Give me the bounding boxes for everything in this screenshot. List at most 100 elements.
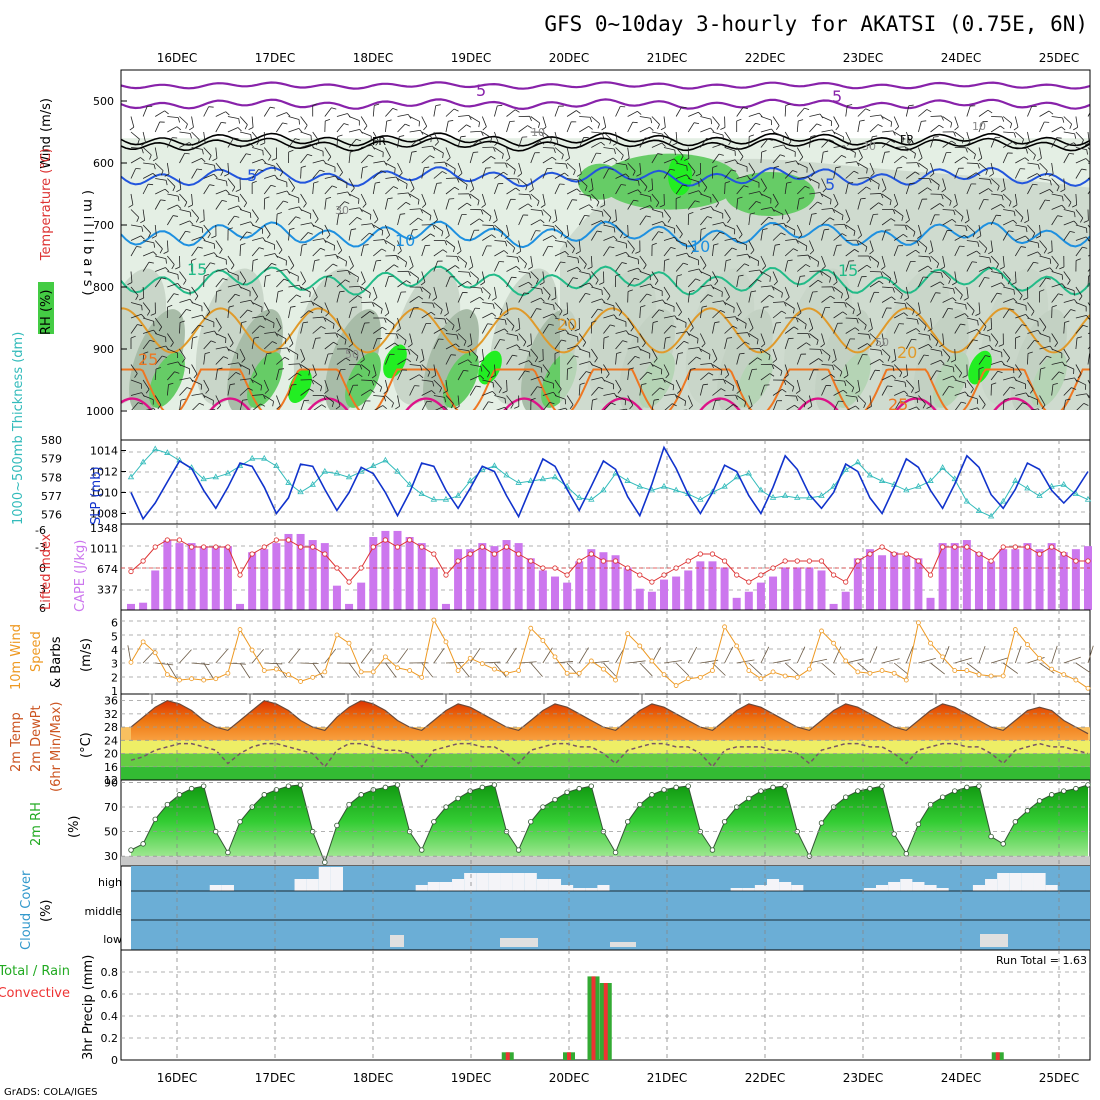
wind-barb	[421, 155, 431, 164]
label-temperature: Temperature (°C)	[39, 148, 54, 261]
wind-barb	[506, 224, 510, 236]
wind-barb	[772, 364, 783, 372]
wind-barb	[481, 245, 487, 257]
wind-barb	[578, 162, 582, 174]
wind-barb	[469, 218, 480, 226]
wind-barb	[1075, 324, 1084, 334]
wind-barb-flag	[574, 328, 580, 332]
wind-barb	[869, 136, 873, 148]
wind-barb	[554, 172, 565, 179]
wind-barb-flag	[927, 328, 933, 332]
wind-barb-flag	[878, 202, 884, 206]
wind-barb	[421, 193, 427, 205]
wind-barb-flag	[186, 308, 192, 312]
wind-barb	[518, 240, 522, 252]
wind-barb-flag	[371, 144, 375, 150]
wind-barb	[639, 271, 651, 276]
wind-barb	[566, 110, 577, 117]
wind-barb-flag	[597, 123, 601, 129]
wind-barb-flag	[516, 250, 521, 255]
wind-barb-flag	[456, 334, 459, 340]
thickness-marker	[975, 507, 983, 513]
wind-barb	[918, 224, 922, 236]
wind-speed-marker	[588, 658, 594, 664]
wind-barb-flag	[199, 402, 205, 406]
wind-barb-flag	[589, 282, 594, 288]
wind-barb-flag	[595, 279, 599, 285]
wind-barb	[409, 374, 420, 381]
wind-barb-flag	[689, 289, 695, 292]
wind-barb	[639, 178, 648, 188]
wind-barb	[1039, 267, 1051, 272]
wind-barb-flag	[536, 201, 540, 207]
wind-barb	[276, 162, 284, 173]
wind-barb-flag	[600, 204, 605, 208]
cape-bar	[732, 597, 741, 610]
thickness-marker	[987, 512, 995, 519]
wind-barb-flag	[503, 171, 508, 176]
wind-speed-marker	[758, 676, 764, 682]
wind-barb	[966, 172, 977, 179]
wind-barb-flag	[426, 400, 432, 403]
wind-barb-flag	[985, 169, 988, 175]
wind-barb-flag	[503, 250, 509, 254]
wind-barb	[494, 250, 505, 257]
rh2-marker	[419, 847, 425, 853]
wind-barb	[712, 388, 722, 396]
wind-barb-flag	[218, 327, 222, 332]
wind-barb-flag	[1079, 217, 1084, 223]
wind-barb	[796, 185, 806, 195]
wind-barb	[893, 155, 903, 164]
wind-barb	[457, 662, 470, 678]
wind-barb-flag	[624, 158, 630, 162]
wind-barb-flag	[769, 276, 771, 282]
wind-barb-flag	[298, 128, 303, 133]
wind-barb	[700, 294, 709, 303]
wind-barb	[603, 402, 612, 410]
cape-bar	[756, 582, 765, 610]
wind-barb-flag	[369, 214, 372, 220]
wind-barb-flag	[504, 328, 509, 333]
wind-barb	[881, 385, 888, 396]
wind-barb	[712, 300, 724, 303]
wind-barb	[421, 302, 433, 304]
wind-barb	[506, 379, 508, 392]
wind-barb	[675, 106, 682, 117]
wind-barb	[663, 147, 675, 151]
wind-barb-flag	[282, 122, 288, 125]
wind-barb-flag	[396, 328, 401, 332]
wind-barb-flag	[399, 135, 405, 138]
wind-barb-flag	[577, 345, 582, 350]
wind-barb	[445, 147, 451, 158]
wind-barb-flag	[460, 135, 466, 138]
wind-barb-flag	[755, 122, 761, 125]
wind-barb	[263, 341, 273, 350]
wind-speed-marker	[273, 666, 279, 672]
wind-barb	[1087, 268, 1090, 272]
wind-barb	[167, 255, 175, 265]
wind-barb-flag	[892, 287, 895, 293]
wind-barb-flag	[242, 399, 248, 401]
wind-barb-flag	[756, 279, 762, 283]
wind-barb	[203, 317, 215, 323]
wind-barb-flag	[242, 280, 247, 286]
wind-barb	[445, 186, 455, 195]
wind-barb	[736, 341, 746, 350]
cloud-high-bar	[972, 885, 986, 891]
wind-barb	[724, 364, 730, 375]
wind-barb	[167, 204, 178, 210]
cape-bar	[1035, 549, 1044, 610]
wind-barb-flag	[817, 201, 823, 205]
contour-label: FR	[900, 133, 914, 146]
wind-barb	[724, 159, 736, 164]
wind-barb-flag	[783, 380, 787, 386]
wind-barb	[784, 286, 790, 298]
wind-barb	[300, 310, 310, 319]
wind-barb	[506, 277, 512, 288]
wind-barb-flag	[265, 274, 271, 277]
thickness-marker	[551, 473, 559, 480]
upper-left-labels: Wind (m/s) Temperature (°C) RH (%) (mill…	[38, 98, 95, 335]
wind-barb-flag	[819, 270, 823, 276]
wind-barb	[821, 662, 836, 676]
wind-barb-flag	[516, 335, 519, 341]
